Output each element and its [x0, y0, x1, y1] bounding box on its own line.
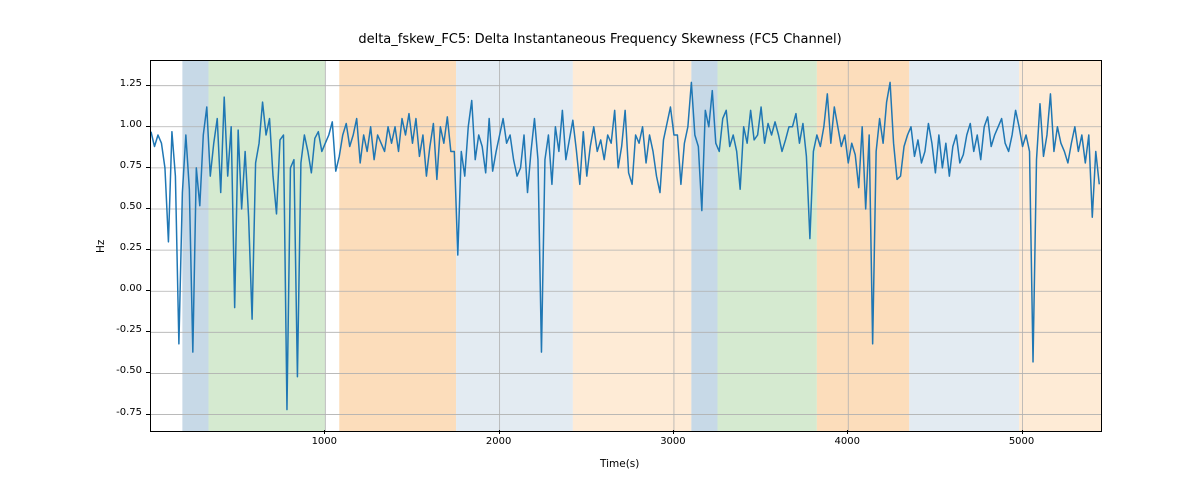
plot-svg: [151, 61, 1101, 431]
y-axis-label: Hz: [95, 240, 107, 253]
y-tick-label: -0.25: [116, 324, 142, 335]
x-tick-label: 1000: [309, 436, 339, 447]
y-tick-label: -0.75: [116, 407, 142, 418]
plot-area: [150, 60, 1102, 432]
y-tick-label: 0.25: [120, 242, 142, 253]
y-tick-label: 1.00: [120, 119, 142, 130]
y-tick-label: -0.50: [116, 365, 142, 376]
chart-figure: delta_fskew_FC5: Delta Instantaneous Fre…: [0, 0, 1200, 500]
y-tick-label: 0.00: [120, 283, 142, 294]
chart-title: delta_fskew_FC5: Delta Instantaneous Fre…: [0, 32, 1200, 47]
x-tick-label: 5000: [1007, 436, 1037, 447]
y-tick-label: 0.75: [120, 160, 142, 171]
x-tick-label: 2000: [484, 436, 514, 447]
x-axis-label: Time(s): [600, 458, 639, 470]
y-tick-label: 0.50: [120, 201, 142, 212]
x-tick-label: 3000: [658, 436, 688, 447]
y-tick-label: 1.25: [120, 78, 142, 89]
x-tick-label: 4000: [832, 436, 862, 447]
